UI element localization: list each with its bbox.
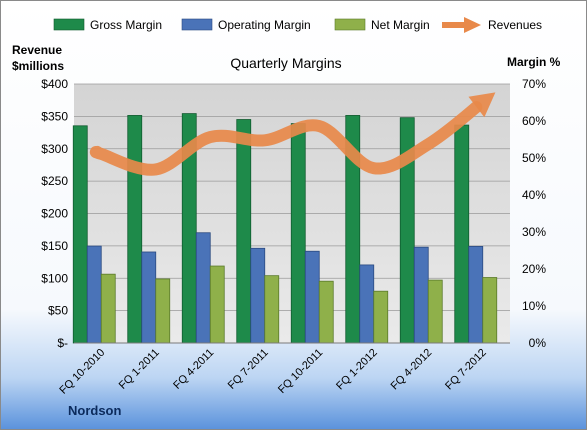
bar-gross-margin [236,119,252,344]
bar-operating-margin [86,245,102,344]
bar-net-margin [100,273,116,344]
right-tick-label: 70% [522,77,546,91]
left-tick-label: $150 [41,239,68,253]
left-tick-label: $- [57,336,68,350]
chart-title: Quarterly Margins [230,55,341,71]
revenue-arrowhead [468,92,496,118]
bar-operating-margin [141,251,157,344]
bars [72,113,498,344]
bar-gross-margin [72,125,88,344]
right-tick-label: 20% [522,262,546,276]
left-axis-label-line-2: $millions [12,59,64,73]
revenue-line-group [89,92,496,176]
left-tick-label: $400 [41,77,68,91]
left-tick-label: $100 [41,271,68,285]
left-tick-label: $350 [41,109,68,123]
bar-net-margin [373,290,389,344]
bar-operating-margin [413,246,429,344]
left-axis-ticks: $- $50 $100 $150 $200 $250 $300 $350 $400 [41,77,68,350]
right-axis-label: Margin % [507,55,561,69]
legend-swatch-operating-margin [181,18,213,31]
bar-operating-margin [468,246,484,344]
right-tick-label: 0% [529,336,547,350]
bar-gross-margin [290,123,306,344]
bar-net-margin [155,278,171,344]
bar-gross-margin [127,115,143,344]
bar-net-margin [209,265,225,344]
bar-net-margin [264,275,280,344]
bar-operating-margin [359,264,375,344]
right-tick-label: 30% [522,225,546,239]
right-tick-label: 10% [522,299,546,313]
right-tick-label: 40% [522,188,546,202]
left-axis-label-line-1: Revenue [12,43,62,57]
legend: Gross Margin Operating Margin Net Margin… [53,17,542,33]
right-tick-label: 60% [522,114,546,128]
left-tick-label: $300 [41,142,68,156]
right-axis-ticks: 0% 10% 20% 30% 40% 50% 60% 70% [522,77,546,350]
legend-label-gross-margin: Gross Margin [90,18,162,32]
legend-label-operating-margin: Operating Margin [218,18,311,32]
legend-label-revenues: Revenues [488,18,542,32]
bar-net-margin [482,277,498,344]
bar-gross-margin [454,124,470,344]
left-tick-label: $50 [48,304,68,318]
bar-operating-margin [250,247,266,344]
left-tick-label: $200 [41,207,68,221]
bar-net-margin [318,280,334,344]
legend-swatch-revenues [442,17,481,33]
bar-operating-margin [304,250,320,344]
legend-swatch-net-margin [334,18,366,31]
legend-swatch-gross-margin [53,18,85,31]
bar-net-margin [427,279,443,344]
right-tick-label: 50% [522,151,546,165]
legend-label-net-margin: Net Margin [371,18,430,32]
footer-label: Nordson [68,403,122,418]
left-tick-label: $250 [41,174,68,188]
bar-operating-margin [195,232,211,344]
